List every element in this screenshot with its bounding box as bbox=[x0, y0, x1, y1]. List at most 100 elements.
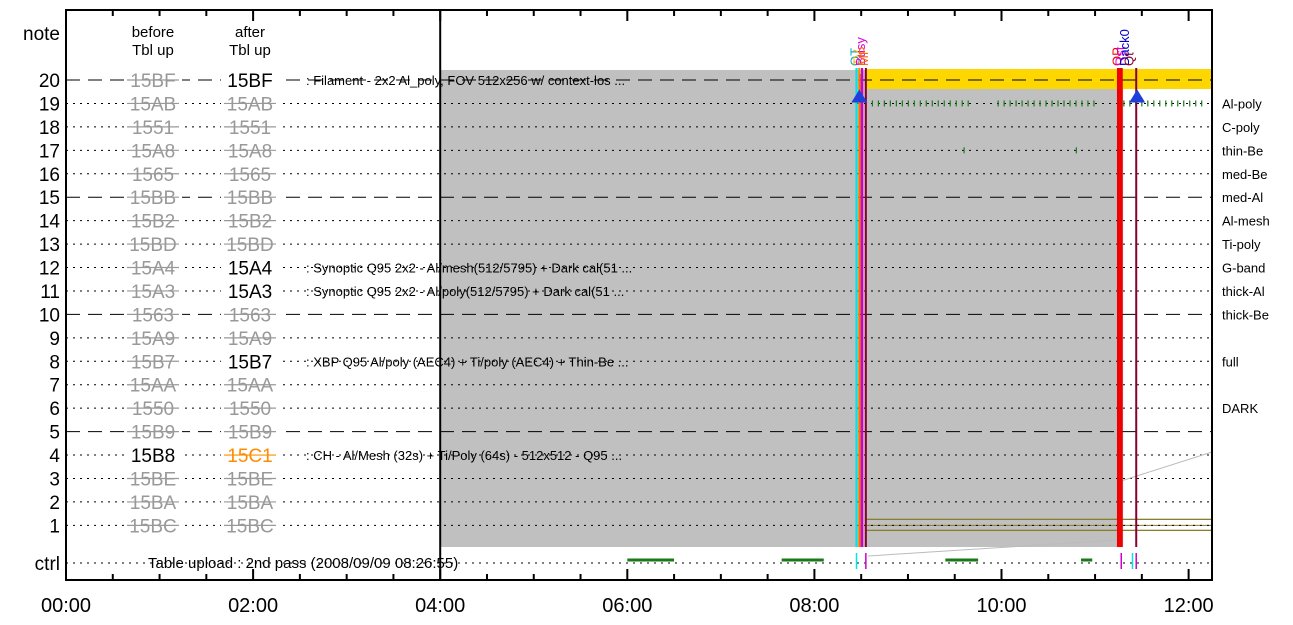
after-label-17: 15A8 bbox=[228, 141, 272, 162]
after-label-10: 1563 bbox=[229, 305, 271, 326]
marker-label-ot: OT bbox=[848, 48, 863, 66]
row-number-20: 20 bbox=[39, 71, 60, 92]
after-label-5: 15B9 bbox=[228, 423, 272, 444]
filter-label-ti-poly: Ti-poly bbox=[1222, 237, 1261, 252]
filter-label-thin-be: thin-Be bbox=[1222, 143, 1263, 158]
after-label-11: 15A3 bbox=[228, 282, 272, 303]
row-number-4: 4 bbox=[49, 446, 60, 467]
after-label-8: 15B7 bbox=[228, 352, 272, 373]
row-number-8: 8 bbox=[49, 352, 60, 373]
after-label-3: 15BE bbox=[227, 469, 273, 490]
before-label-3: 15BE bbox=[130, 469, 176, 490]
marker-label-mp: MP bbox=[856, 47, 871, 67]
label-bg bbox=[221, 70, 279, 89]
marker-label-op: OP bbox=[1110, 47, 1125, 66]
before-label-8: 15B7 bbox=[131, 352, 175, 373]
after-label-7: 15AA bbox=[227, 376, 274, 397]
gray-region bbox=[440, 70, 1124, 547]
header-note: note bbox=[23, 24, 60, 45]
row-number-19: 19 bbox=[39, 94, 60, 115]
header-before-1: before bbox=[132, 24, 175, 41]
after-label-2: 15BA bbox=[227, 493, 274, 514]
marker-label-dack0: Dack0 bbox=[1117, 29, 1132, 66]
after-label-18: 1551 bbox=[229, 118, 271, 139]
right-margin bbox=[1213, 0, 1293, 625]
plot-frame bbox=[65, 9, 1213, 581]
x-tick-label: 00:00 bbox=[41, 595, 91, 617]
before-label-14: 15B2 bbox=[131, 212, 175, 233]
row-number-2: 2 bbox=[49, 493, 60, 514]
before-label-6: 1550 bbox=[132, 399, 174, 420]
label-bg bbox=[221, 280, 279, 300]
after-label-16: 1565 bbox=[229, 165, 271, 186]
filter-label-med-al: med-Al bbox=[1222, 190, 1263, 205]
row-number-16: 16 bbox=[39, 165, 60, 186]
x-tick-label: 08:00 bbox=[789, 595, 839, 617]
filter-label-thick-al: thick-Al bbox=[1222, 284, 1265, 299]
before-label-9: 15A9 bbox=[131, 329, 175, 350]
row-desc-20: : Filament - 2x2 Al_poly, FOV 512x256 w/… bbox=[306, 73, 625, 88]
filter-label-al-poly: Al-poly bbox=[1222, 96, 1262, 111]
after-label-1: 15BC bbox=[226, 516, 274, 537]
row-number-1: 1 bbox=[49, 516, 60, 537]
row-desc-8: : XBP Q95 Al/poly (AEC4) + Ti/poly (AEC4… bbox=[306, 354, 629, 369]
marker-label-busy: Busy bbox=[853, 37, 868, 66]
x-tick-label: 06:00 bbox=[602, 595, 652, 617]
after-label-14: 15B2 bbox=[228, 212, 272, 233]
marker-label-rst: Rst bbox=[1112, 46, 1127, 66]
header-after-1: after bbox=[235, 24, 265, 41]
row-number-3: 3 bbox=[49, 469, 60, 490]
before-label-20: 15BF bbox=[130, 71, 175, 92]
marker-triangle bbox=[1129, 89, 1146, 103]
filter-label-c-poly: C-poly bbox=[1222, 120, 1260, 135]
ctrl-text: Table upload : 2nd pass (2008/09/09 08:2… bbox=[148, 555, 458, 572]
label-bg bbox=[221, 351, 279, 371]
filter-label-g-band: G-band bbox=[1222, 261, 1265, 276]
row-number-10: 10 bbox=[39, 305, 60, 326]
filter-label-med-be: med-Be bbox=[1222, 167, 1268, 182]
before-label-4: 15B8 bbox=[131, 446, 175, 467]
before-label-1: 15BC bbox=[129, 516, 177, 537]
before-label-19: 15AB bbox=[130, 94, 176, 115]
filter-label-full: full bbox=[1222, 354, 1239, 369]
row-number-15: 15 bbox=[39, 188, 60, 209]
after-label-4: 15C1 bbox=[227, 446, 272, 467]
before-label-2: 15BA bbox=[130, 493, 177, 514]
row-number-14: 14 bbox=[39, 212, 61, 233]
label-bg bbox=[124, 445, 182, 465]
marker-label-tv: TV bbox=[850, 49, 865, 66]
before-label-10: 1563 bbox=[132, 305, 174, 326]
row-number-5: 5 bbox=[49, 423, 60, 444]
row-number-11: 11 bbox=[40, 282, 60, 303]
guide-line-lower bbox=[867, 539, 1119, 557]
header-before-2: Tbl up bbox=[132, 42, 174, 59]
row-number-6: 6 bbox=[49, 399, 60, 420]
filter-label-dark: DARK bbox=[1222, 401, 1258, 416]
before-label-5: 15B9 bbox=[131, 423, 175, 444]
yellow-bar bbox=[865, 69, 1212, 89]
before-label-16: 1565 bbox=[132, 165, 174, 186]
after-label-9: 15A9 bbox=[228, 329, 272, 350]
after-label-12: 15A4 bbox=[228, 259, 273, 280]
row-number-18: 18 bbox=[39, 118, 60, 139]
after-label-15: 15BB bbox=[227, 188, 273, 209]
row-number-9: 9 bbox=[49, 329, 60, 350]
before-label-13: 15BD bbox=[129, 235, 177, 256]
before-label-7: 15AA bbox=[130, 376, 177, 397]
before-label-12: 15A4 bbox=[131, 259, 176, 280]
row-number-12: 12 bbox=[39, 259, 60, 280]
x-tick-label: 04:00 bbox=[415, 595, 465, 617]
row-desc-4: : CH - Al/Mesh (32s) + Ti/Poly (64s) - 5… bbox=[306, 448, 622, 463]
row-number-17: 17 bbox=[39, 141, 60, 162]
row-desc-11: : Synoptic Q95 2x2 - Al/poly(512/5795) +… bbox=[306, 284, 624, 299]
x-tick-label: 12:00 bbox=[1164, 595, 1214, 617]
before-label-18: 1551 bbox=[132, 118, 174, 139]
marker-label-qt: Qt bbox=[1122, 52, 1137, 66]
after-label-13: 15BD bbox=[226, 235, 274, 256]
ctrl-label: ctrl bbox=[35, 554, 60, 575]
x-tick-label: 10:00 bbox=[976, 595, 1026, 617]
guide-line-upper bbox=[1117, 451, 1213, 483]
marker-triangle bbox=[851, 89, 868, 103]
row-desc-12: : Synoptic Q95 2x2 - Al/mesh(512/5795) +… bbox=[306, 261, 632, 276]
